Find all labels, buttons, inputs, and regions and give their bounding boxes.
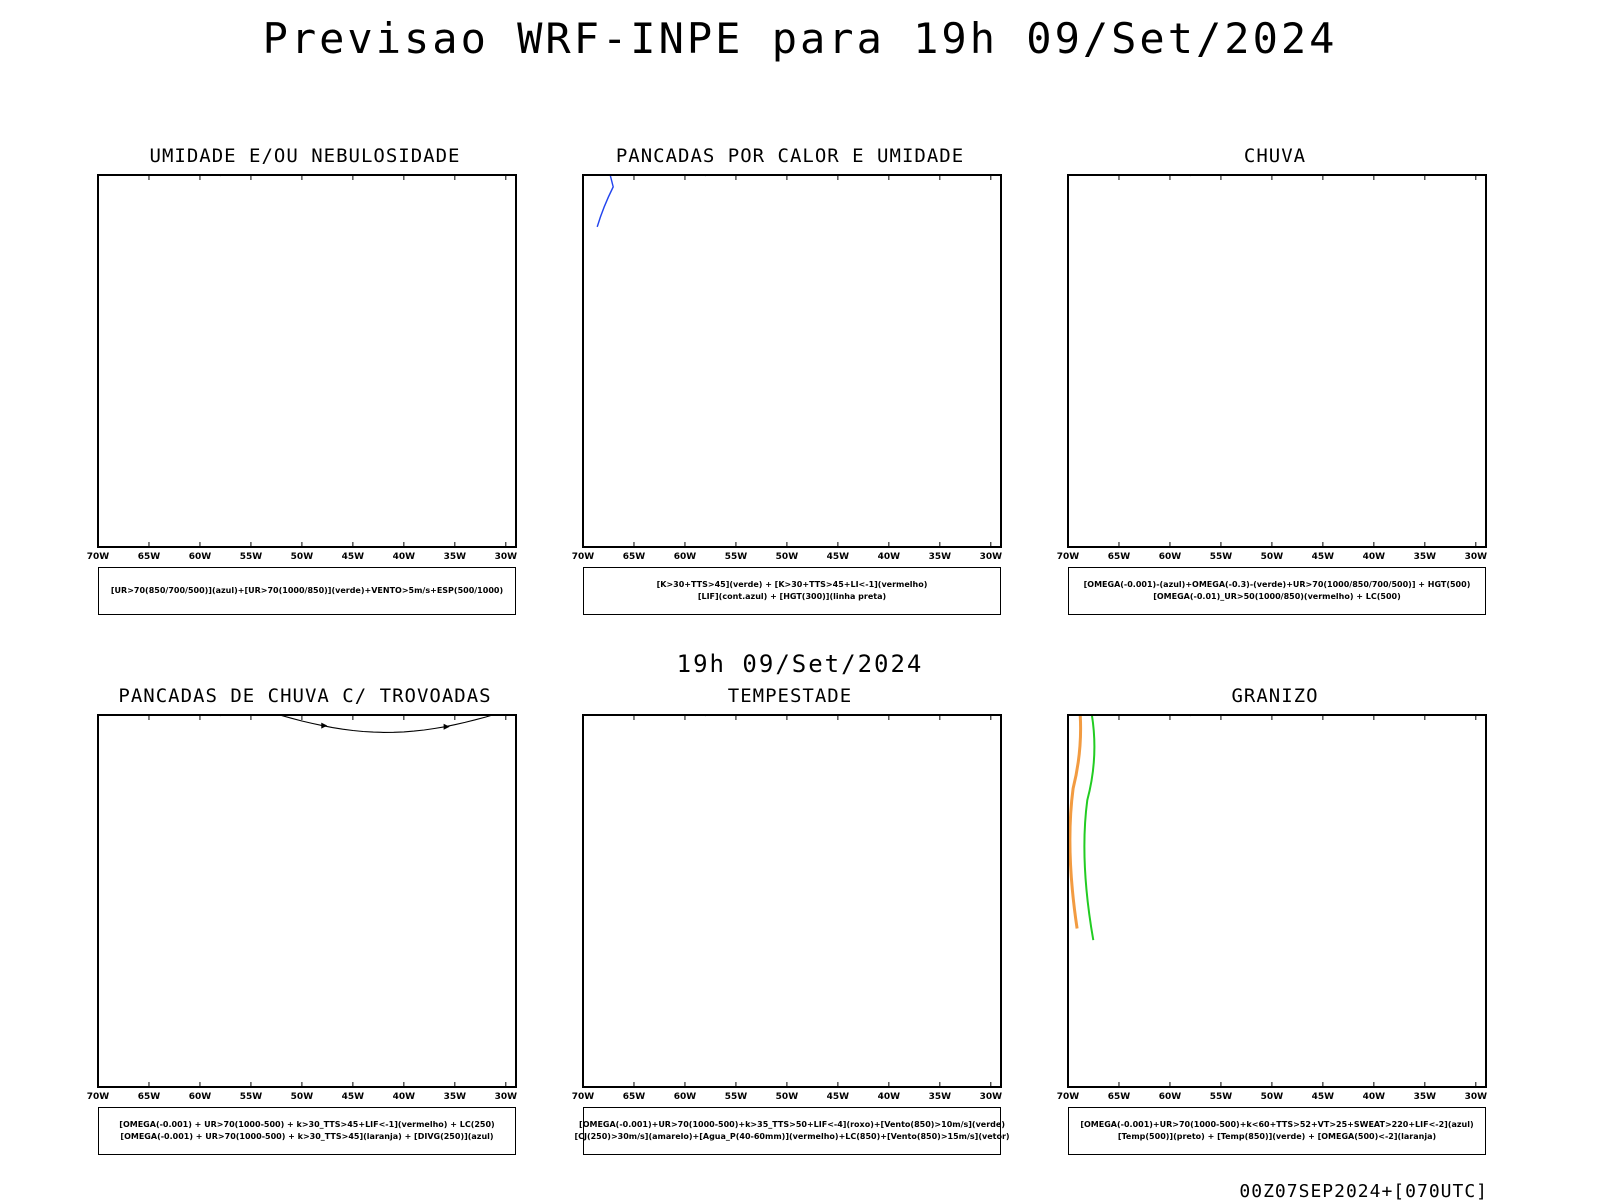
lon-tick-label: 70W — [572, 1092, 595, 1102]
lon-tick-label: 50W — [1261, 552, 1284, 562]
panel-chuva: CHUVA [OMEGA(-0.001)-(azul)+OMEGA(-0.3)-… — [1040, 145, 1510, 625]
lon-tick-label: 45W — [827, 552, 850, 562]
lon-tick-label: 60W — [189, 552, 212, 562]
lon-tick-label: 30W — [980, 1092, 1003, 1102]
legend-line: [OMEGA(-0.001)+UR>70(1000-500)+k>35_TTS>… — [579, 1120, 1005, 1129]
run-timestamp: 00Z07SEP2024+[070UTC] — [1239, 1181, 1488, 1202]
lon-tick-label: 30W — [1465, 552, 1488, 562]
panel-pancadas-calor: PANCADAS POR CALOR E UMIDADE [K>30+TTS>4… — [555, 145, 1025, 625]
middle-title: 19h 09/Set/2024 — [676, 650, 924, 678]
legend-line: [Temp(500)](preto) + [Temp(850)](verde) … — [1117, 1132, 1437, 1141]
lon-tick-label: 65W — [623, 552, 646, 562]
panel-umidade: UMIDADE E/OU NEBULOSIDADE [UR>70(850/700… — [70, 145, 540, 625]
lon-tick-label: 55W — [240, 1092, 263, 1102]
forecast-map: 58858558257957657357056756456155812S15S1… — [1057, 174, 1488, 562]
panel-legend: [OMEGA(-0.001) + UR>70(1000-500) + k>30_… — [98, 1107, 516, 1155]
panel-title: PANCADAS POR CALOR E UMIDADE — [615, 145, 965, 167]
lon-tick-label: 70W — [87, 552, 110, 562]
forecast-map: 12S15S18S21S24S27S30S33S36S39S42S70W65W6… — [572, 714, 1003, 1102]
legend-line: [OMEGA(-0.001)+UR>70(1000-500)+k<60+TTS>… — [1080, 1120, 1474, 1129]
lon-tick-label: 50W — [1261, 1092, 1284, 1102]
lon-tick-label: 30W — [495, 1092, 518, 1102]
panel-legend: [OMEGA(-0.001)+UR>70(1000-500)+k<60+TTS>… — [1068, 1107, 1486, 1155]
panel-legend: [OMEGA(-0.001)+UR>70(1000-500)+k>35_TTS>… — [574, 1107, 1010, 1155]
lon-tick-label: 35W — [1414, 552, 1437, 562]
forecast-map: 960095209440936092809200912012S15S18S21S… — [572, 174, 1003, 562]
panel-tempestade: TEMPESTADE [OMEGA(-0.001)+UR>70(1000-500… — [555, 685, 1025, 1165]
lon-tick-label: 45W — [1312, 1092, 1335, 1102]
lon-tick-label: 55W — [240, 552, 263, 562]
lon-tick-label: 40W — [393, 1092, 416, 1102]
lon-tick-label: 40W — [878, 1092, 901, 1102]
legend-line: [OMEGA(-0.01)_UR>50(1000/850)(vermelho) … — [1153, 592, 1401, 601]
lon-tick-label: 35W — [929, 552, 952, 562]
lon-tick-label: 45W — [827, 1092, 850, 1102]
lon-tick-label: 55W — [1210, 552, 1233, 562]
legend-line: [K>30+TTS>45](verde) + [K>30+TTS>45+LI<-… — [656, 580, 928, 589]
panel-trovoadas: PANCADAS DE CHUVA C/ TROVOADAS [OMEGA(-0… — [70, 685, 540, 1165]
legend-line: [OMEGA(-0.001)-(azul)+OMEGA(-0.3)-(verde… — [1083, 580, 1471, 589]
forecast-map: 1008101210161020102458257657056455855254… — [87, 174, 518, 562]
panel-legend: [OMEGA(-0.001)-(azul)+OMEGA(-0.3)-(verde… — [1068, 567, 1486, 615]
lon-tick-label: 55W — [725, 1092, 748, 1102]
lon-tick-label: 65W — [1108, 1092, 1131, 1102]
lon-tick-label: 55W — [1210, 1092, 1233, 1102]
panel-title: CHUVA — [1243, 145, 1307, 167]
panel-title: PANCADAS DE CHUVA C/ TROVOADAS — [118, 685, 492, 707]
lon-tick-label: 65W — [1108, 552, 1131, 562]
lon-tick-label: 60W — [1159, 1092, 1182, 1102]
main-title: Previsao WRF-INPE para 19h 09/Set/2024 — [262, 14, 1338, 63]
lon-tick-label: 45W — [1312, 552, 1335, 562]
panel-legend: [UR>70(850/700/500)](azul)+[UR>70(1000/8… — [98, 567, 516, 615]
panel-granizo: GRANIZO [OMEGA(-0.001)+UR>70(1000-500)+k… — [1040, 685, 1510, 1165]
lon-tick-label: 30W — [1465, 1092, 1488, 1102]
lon-tick-label: 40W — [393, 552, 416, 562]
lon-tick-label: 60W — [1159, 552, 1182, 562]
lon-tick-label: 40W — [1363, 552, 1386, 562]
lon-tick-label: 35W — [444, 552, 467, 562]
lon-tick-label: 70W — [1057, 552, 1080, 562]
lon-tick-label: 60W — [674, 552, 697, 562]
legend-line: [OMEGA(-0.001) + UR>70(1000-500) + k>30_… — [120, 1132, 494, 1141]
lon-tick-label: 50W — [291, 552, 314, 562]
panel-title: TEMPESTADE — [727, 685, 853, 707]
forecast-map: 12S15S18S21S24S27S30S33S36S39S42S70W65W6… — [87, 714, 518, 1102]
lon-tick-label: 40W — [878, 552, 901, 562]
lon-tick-label: 70W — [572, 552, 595, 562]
lon-tick-label: 35W — [1414, 1092, 1437, 1102]
lon-tick-label: 70W — [87, 1092, 110, 1102]
lon-tick-label: 60W — [674, 1092, 697, 1102]
legend-line: [LIF](cont.azul) + [HGT(300)](linha pret… — [697, 592, 887, 601]
panel-title: GRANIZO — [1231, 685, 1319, 707]
lon-tick-label: 70W — [1057, 1092, 1080, 1102]
panel-legend: [K>30+TTS>45](verde) + [K>30+TTS>45+LI<-… — [583, 567, 1001, 615]
panel-title: UMIDADE E/OU NEBULOSIDADE — [149, 145, 461, 167]
lon-tick-label: 45W — [342, 1092, 365, 1102]
lon-tick-label: 35W — [929, 1092, 952, 1102]
lon-tick-label: 65W — [138, 1092, 161, 1102]
lon-tick-label: 45W — [342, 552, 365, 562]
lon-tick-label: 30W — [495, 552, 518, 562]
lon-tick-label: 30W — [980, 552, 1003, 562]
lon-tick-label: 65W — [623, 1092, 646, 1102]
legend-line: [OMEGA(-0.001) + UR>70(1000-500) + k>30_… — [119, 1120, 495, 1129]
lon-tick-label: 50W — [291, 1092, 314, 1102]
lon-tick-label: 65W — [138, 552, 161, 562]
forecast-map: 12151812-21-18-1512S15S18S21S24S27S30S33… — [1057, 714, 1488, 1102]
lon-tick-label: 35W — [444, 1092, 467, 1102]
lon-tick-label: 55W — [725, 552, 748, 562]
lon-tick-label: 50W — [776, 552, 799, 562]
lon-tick-label: 50W — [776, 1092, 799, 1102]
lon-tick-label: 60W — [189, 1092, 212, 1102]
legend-line: [CJ(250)>30m/s](amarelo)+[Agua_P(40-60mm… — [574, 1132, 1010, 1141]
legend-line: [UR>70(850/700/500)](azul)+[UR>70(1000/8… — [110, 586, 504, 595]
lon-tick-label: 40W — [1363, 1092, 1386, 1102]
